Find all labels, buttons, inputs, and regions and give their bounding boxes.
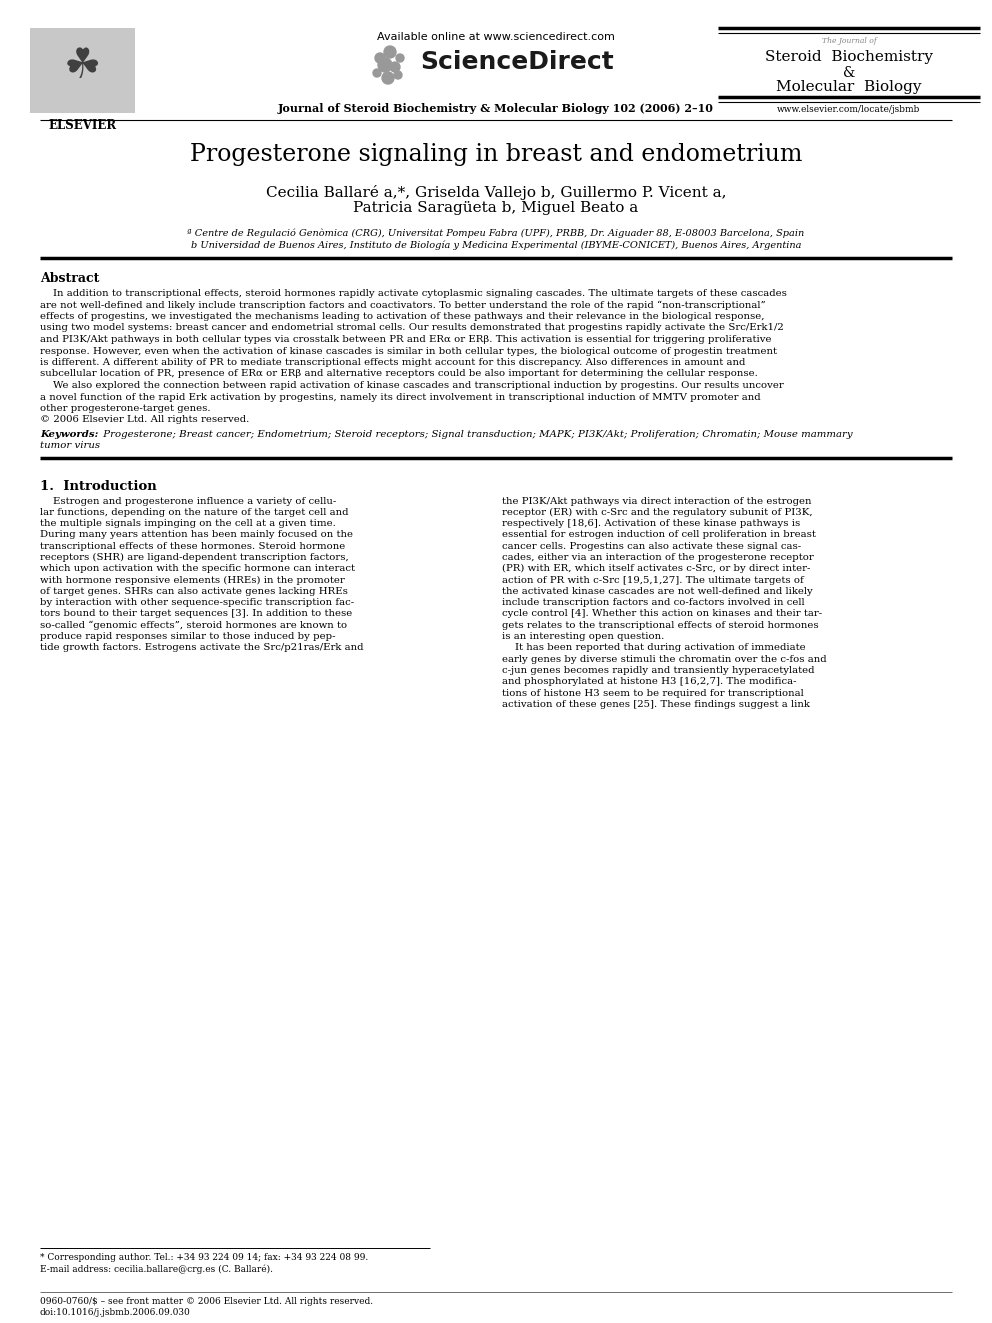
Text: Patricia Saragüeta b, Miguel Beato a: Patricia Saragüeta b, Miguel Beato a (353, 201, 639, 216)
Text: the PI3K/Akt pathways via direct interaction of the estrogen: the PI3K/Akt pathways via direct interac… (502, 496, 811, 505)
Circle shape (373, 69, 381, 77)
Text: Abstract: Abstract (40, 273, 99, 284)
Circle shape (375, 53, 385, 64)
Text: tions of histone H3 seem to be required for transcriptional: tions of histone H3 seem to be required … (502, 688, 804, 697)
Text: and phosphorylated at histone H3 [16,2,7]. The modifica-: and phosphorylated at histone H3 [16,2,7… (502, 677, 797, 687)
Text: early genes by diverse stimuli the chromatin over the c-fos and: early genes by diverse stimuli the chrom… (502, 655, 826, 664)
Text: ScienceDirect: ScienceDirect (420, 50, 614, 74)
Text: tide growth factors. Estrogens activate the Src/p21ras/Erk and: tide growth factors. Estrogens activate … (40, 643, 363, 652)
Text: and PI3K/Akt pathways in both cellular types via crosstalk between PR and ERα or: and PI3K/Akt pathways in both cellular t… (40, 335, 772, 344)
Text: produce rapid responses similar to those induced by pep-: produce rapid responses similar to those… (40, 632, 335, 642)
Text: tumor virus: tumor virus (40, 442, 100, 451)
Text: b Universidad de Buenos Aires, Instituto de Biología y Medicina Experimental (IB: b Universidad de Buenos Aires, Instituto… (190, 239, 802, 250)
Text: cancer cells. Progestins can also activate these signal cas-: cancer cells. Progestins can also activa… (502, 541, 802, 550)
Text: transcriptional effects of these hormones. Steroid hormone: transcriptional effects of these hormone… (40, 541, 345, 550)
Text: © 2006 Elsevier Ltd. All rights reserved.: © 2006 Elsevier Ltd. All rights reserved… (40, 415, 249, 425)
Text: E-mail address: cecilia.ballare@crg.es (C. Ballaré).: E-mail address: cecilia.ballare@crg.es (… (40, 1263, 273, 1274)
Text: &: & (843, 66, 855, 79)
Text: Steroid  Biochemistry: Steroid Biochemistry (765, 50, 933, 64)
Text: doi:10.1016/j.jsbmb.2006.09.030: doi:10.1016/j.jsbmb.2006.09.030 (40, 1308, 190, 1316)
Text: gets relates to the transcriptional effects of steroid hormones: gets relates to the transcriptional effe… (502, 620, 818, 630)
Text: tors bound to their target sequences [3]. In addition to these: tors bound to their target sequences [3]… (40, 610, 352, 618)
Bar (30, 28, 135, 112)
Text: ELSEVIER: ELSEVIER (49, 119, 117, 132)
Text: ☘: ☘ (63, 45, 101, 86)
Text: (PR) with ER, which itself activates c-Src, or by direct inter-: (PR) with ER, which itself activates c-S… (502, 565, 810, 573)
Text: response. However, even when the activation of kinase cascades is similar in bot: response. However, even when the activat… (40, 347, 777, 356)
Text: the multiple signals impinging on the cell at a given time.: the multiple signals impinging on the ce… (40, 519, 336, 528)
Text: so-called “genomic effects”, steroid hormones are known to: so-called “genomic effects”, steroid hor… (40, 620, 347, 630)
Text: respectively [18,6]. Activation of these kinase pathways is: respectively [18,6]. Activation of these… (502, 519, 801, 528)
Text: Progesterone; Breast cancer; Endometrium; Steroid receptors; Signal transduction: Progesterone; Breast cancer; Endometrium… (100, 430, 853, 439)
Text: Keywords:: Keywords: (40, 430, 98, 439)
Text: other progesterone-target genes.: other progesterone-target genes. (40, 404, 210, 413)
Circle shape (382, 71, 394, 83)
Text: Molecular  Biology: Molecular Biology (777, 79, 922, 94)
Text: essential for estrogen induction of cell proliferation in breast: essential for estrogen induction of cell… (502, 531, 815, 540)
Text: Estrogen and progesterone influence a variety of cellu-: Estrogen and progesterone influence a va… (40, 496, 336, 505)
Text: The Journal of: The Journal of (821, 37, 876, 45)
Text: lar functions, depending on the nature of the target cell and: lar functions, depending on the nature o… (40, 508, 348, 517)
Text: Progesterone signaling in breast and endometrium: Progesterone signaling in breast and end… (189, 143, 803, 165)
Text: 1.  Introduction: 1. Introduction (40, 479, 157, 492)
Text: * Corresponding author. Tel.: +34 93 224 09 14; fax: +34 93 224 08 99.: * Corresponding author. Tel.: +34 93 224… (40, 1253, 368, 1262)
Circle shape (378, 58, 392, 71)
Text: is an interesting open question.: is an interesting open question. (502, 632, 665, 642)
Text: Available online at www.sciencedirect.com: Available online at www.sciencedirect.co… (377, 32, 615, 42)
Text: with hormone responsive elements (HREs) in the promoter: with hormone responsive elements (HREs) … (40, 576, 345, 585)
Text: cades, either via an interaction of the progesterone receptor: cades, either via an interaction of the … (502, 553, 813, 562)
Text: of target genes. SHRs can also activate genes lacking HREs: of target genes. SHRs can also activate … (40, 587, 348, 595)
Text: is different. A different ability of PR to mediate transcriptional effects might: is different. A different ability of PR … (40, 359, 745, 366)
Text: www.elsevier.com/locate/jsbmb: www.elsevier.com/locate/jsbmb (778, 105, 921, 114)
Text: It has been reported that during activation of immediate: It has been reported that during activat… (502, 643, 806, 652)
Circle shape (390, 62, 400, 71)
Text: ª Centre de Regulació Genòmica (CRG), Universitat Pompeu Fabra (UPF), PRBB, Dr. : ª Centre de Regulació Genòmica (CRG), Un… (187, 228, 805, 238)
Text: We also explored the connection between rapid activation of kinase cascades and : We also explored the connection between … (40, 381, 784, 390)
Text: receptor (ER) with c-Src and the regulatory subunit of PI3K,: receptor (ER) with c-Src and the regulat… (502, 508, 812, 517)
Text: include transcription factors and co-factors involved in cell: include transcription factors and co-fac… (502, 598, 805, 607)
Text: receptors (SHR) are ligand-dependent transcription factors,: receptors (SHR) are ligand-dependent tra… (40, 553, 349, 562)
Text: activation of these genes [25]. These findings suggest a link: activation of these genes [25]. These fi… (502, 700, 809, 709)
Text: c-jun genes becomes rapidly and transiently hyperacetylated: c-jun genes becomes rapidly and transien… (502, 665, 814, 675)
Text: action of PR with c-Src [19,5,1,27]. The ultimate targets of: action of PR with c-Src [19,5,1,27]. The… (502, 576, 804, 585)
Text: effects of progestins, we investigated the mechanisms leading to activation of t: effects of progestins, we investigated t… (40, 312, 765, 321)
Circle shape (384, 46, 396, 58)
Text: 0960-0760/$ – see front matter © 2006 Elsevier Ltd. All rights reserved.: 0960-0760/$ – see front matter © 2006 El… (40, 1297, 373, 1306)
Text: Cecilia Ballaré a,*, Griselda Vallejo b, Guillermo P. Vicent a,: Cecilia Ballaré a,*, Griselda Vallejo b,… (266, 185, 726, 200)
Circle shape (394, 71, 402, 79)
Text: which upon activation with the specific hormone can interact: which upon activation with the specific … (40, 565, 355, 573)
Text: During many years attention has been mainly focused on the: During many years attention has been mai… (40, 531, 353, 540)
Text: In addition to transcriptional effects, steroid hormones rapidly activate cytopl: In addition to transcriptional effects, … (40, 288, 787, 298)
Text: are not well-defined and likely include transcription factors and coactivators. : are not well-defined and likely include … (40, 300, 766, 310)
Text: subcellular location of PR, presence of ERα or ERβ and alternative receptors cou: subcellular location of PR, presence of … (40, 369, 758, 378)
Text: using two model systems: breast cancer and endometrial stromal cells. Our result: using two model systems: breast cancer a… (40, 324, 784, 332)
Text: the activated kinase cascades are not well-defined and likely: the activated kinase cascades are not we… (502, 587, 812, 595)
Circle shape (396, 54, 404, 62)
Text: by interaction with other sequence-specific transcription fac-: by interaction with other sequence-speci… (40, 598, 354, 607)
Text: cycle control [4]. Whether this action on kinases and their tar-: cycle control [4]. Whether this action o… (502, 610, 822, 618)
Text: Journal of Steroid Biochemistry & Molecular Biology 102 (2006) 2–10: Journal of Steroid Biochemistry & Molecu… (278, 103, 714, 114)
Text: a novel function of the rapid Erk activation by progestins, namely its direct in: a novel function of the rapid Erk activa… (40, 393, 761, 401)
